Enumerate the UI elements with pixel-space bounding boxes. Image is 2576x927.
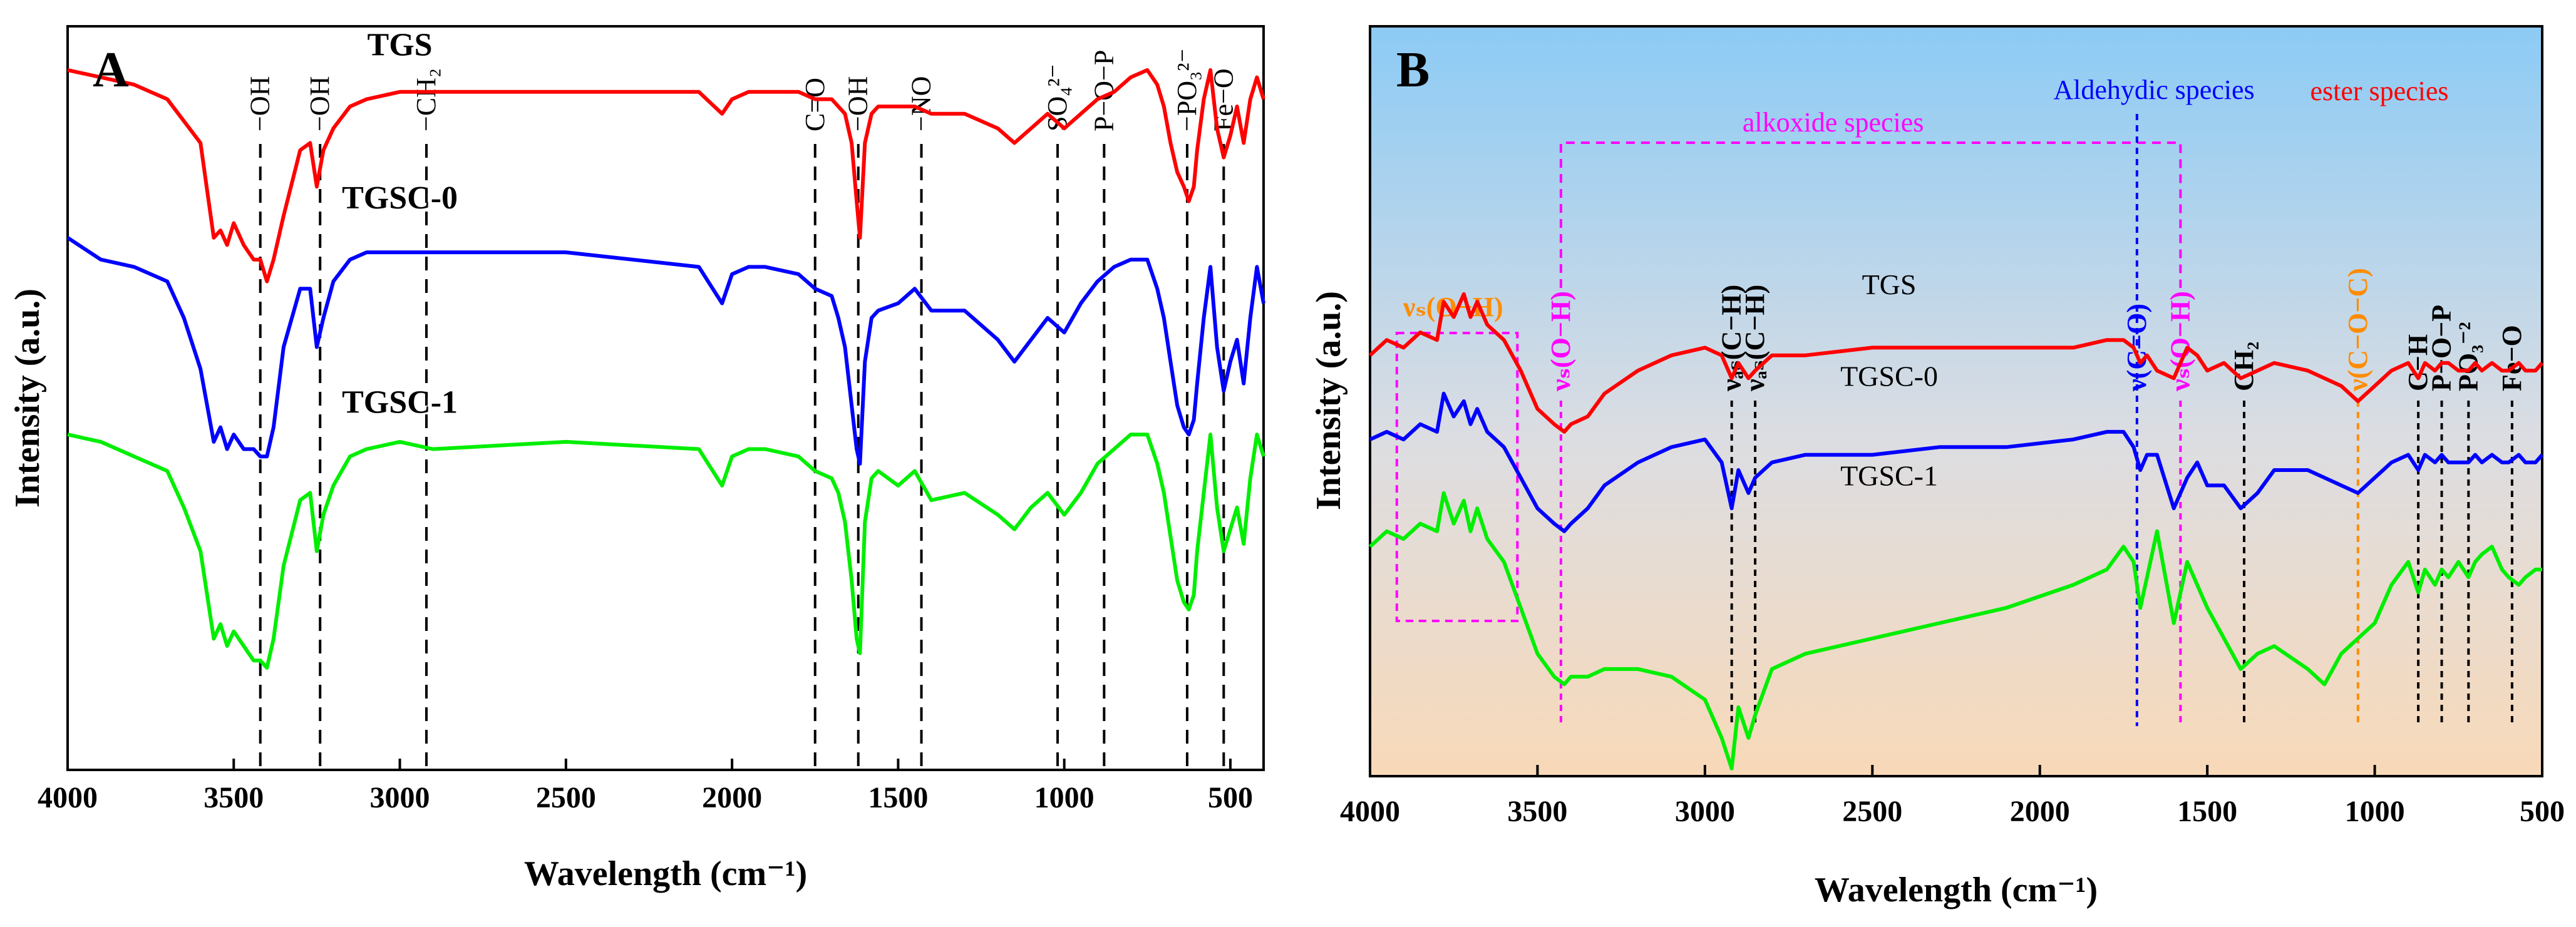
series-line-b-tgs bbox=[1368, 292, 2544, 434]
x-tick-label-b: 3000 bbox=[1675, 795, 1735, 828]
ref-line-label-a: −OH bbox=[304, 76, 335, 131]
panel-a-series bbox=[66, 68, 1265, 670]
x-tick-label-a: 3500 bbox=[204, 781, 264, 814]
panel-a-plot-frame bbox=[66, 25, 1265, 771]
ref-line-label-a: −PO₃²⁻ bbox=[1172, 48, 1202, 131]
ref-line-label-b: P−O−P bbox=[2426, 305, 2457, 391]
x-tick-label-b: 2000 bbox=[2010, 795, 2070, 828]
panel-b-x-ticks: 4000 3500 3000 2500 2000 1500 1000 500 bbox=[1340, 765, 2565, 828]
x-tick-label-a: 2500 bbox=[536, 781, 596, 814]
panel-b-series-labels: TGS TGSC-0 TGSC-1 bbox=[1840, 269, 1938, 492]
series-line-a-tgsc-1 bbox=[67, 433, 1265, 670]
panel-b: alkoxide species Aldehydic species ester s… bbox=[1309, 25, 2565, 909]
series-label-a-tgsc-1: TGSC-1 bbox=[342, 384, 458, 420]
panel-a-y-axis-title: Intensity (a.u.) bbox=[8, 289, 47, 508]
panel-b-y-axis-title: Intensity (a.u.) bbox=[1309, 291, 1348, 510]
series-line-b-tgsc-1 bbox=[1368, 491, 2542, 771]
series-label-b-tgs: TGS bbox=[1862, 269, 1917, 300]
ref-line-label-a: −NO bbox=[906, 76, 937, 131]
series-label-a-tgs: TGS bbox=[368, 28, 433, 63]
group-label-ester: ester species bbox=[2310, 76, 2448, 106]
ref-line-label-b: νₛ(O−H) bbox=[1545, 291, 1576, 392]
ref-line-label-b: νₐₛ(C−H) bbox=[1739, 285, 1770, 392]
ref-line-label-b: CH₂ bbox=[2228, 342, 2259, 391]
panel-a: −OH −OH −CH₂ C=O −OH −NO SO₄²⁻ P−O−P −PO₃²⁻ Fe−O … bbox=[8, 25, 1265, 893]
series-label-b-tgsc-0: TGSC-0 bbox=[1840, 361, 1938, 392]
series-line-a-tgsc-0 bbox=[66, 236, 1265, 466]
series-line-a-tgs bbox=[67, 68, 1265, 284]
x-tick-label-b: 4000 bbox=[1340, 795, 1400, 828]
oh-region-box bbox=[1395, 332, 1519, 622]
ref-line-label-b: PO₃⁻² bbox=[2453, 322, 2483, 391]
x-tick-label-b: 2500 bbox=[1842, 795, 1902, 828]
panel-a-x-ticks: 4000 3500 3000 2500 2000 1500 1000 500 bbox=[38, 759, 1253, 814]
ref-line-label-b: ν(C−O−C) bbox=[2342, 268, 2373, 392]
x-tick-label-a: 1500 bbox=[868, 781, 928, 814]
panel-a-x-axis-title: Wavelength (cm⁻¹) bbox=[524, 854, 807, 893]
x-tick-label-b: 1500 bbox=[2177, 795, 2237, 828]
group-label-alkoxide: alkoxide species bbox=[1743, 107, 1924, 138]
ref-line-label-b: Fe−O bbox=[2496, 325, 2527, 391]
panel-b-letter: B bbox=[1396, 43, 1430, 98]
ref-line-label-b: ν(C=O) bbox=[2121, 304, 2152, 392]
ref-line-label-a: −CH₂ bbox=[411, 68, 441, 131]
panel-a-series-labels: TGS TGSC-0 TGSC-1 bbox=[342, 28, 458, 421]
panel-b-series bbox=[1368, 292, 2544, 771]
x-tick-label-a: 500 bbox=[1208, 781, 1253, 814]
series-label-a-tgsc-0: TGSC-0 bbox=[342, 180, 458, 216]
x-tick-label-b: 1000 bbox=[2345, 795, 2405, 828]
panel-b-reference-lines: νₛ(O−H) νₐₛ(C−H)νₐₛ(C−H) ν(C=O) νₛ(O−H) CH₂ ν… bbox=[1545, 114, 2527, 726]
x-tick-label-b: 500 bbox=[2520, 795, 2565, 828]
panel-b-species-groups: alkoxide species Aldehydic species ester s… bbox=[1395, 74, 2449, 622]
alkoxide-bracket bbox=[1559, 141, 2182, 288]
x-tick-label-b: 3500 bbox=[1507, 795, 1567, 828]
series-label-b-tgsc-1: TGSC-1 bbox=[1840, 459, 1938, 491]
panel-a-reference-lines: −OH −OH −CH₂ C=O −OH −NO SO₄²⁻ P−O−P −PO₃²⁻ Fe−O bbox=[245, 48, 1239, 769]
ref-line-label-a: −OH bbox=[245, 76, 276, 131]
panel-a-letter: A bbox=[93, 43, 129, 98]
x-tick-label-a: 1000 bbox=[1034, 781, 1095, 814]
ref-line-label-a: C=O bbox=[800, 78, 830, 131]
panel-b-x-axis-title: Wavelength (cm⁻¹) bbox=[1815, 871, 2098, 909]
x-tick-label-a: 2000 bbox=[702, 781, 762, 814]
group-label-aldehydic: Aldehydic species bbox=[2053, 74, 2254, 105]
x-tick-label-a: 3000 bbox=[370, 781, 430, 814]
panel-b-plot-frame bbox=[1369, 25, 2543, 777]
x-tick-label-a: 4000 bbox=[38, 781, 98, 814]
series-line-b-tgsc-0 bbox=[1369, 391, 2544, 533]
